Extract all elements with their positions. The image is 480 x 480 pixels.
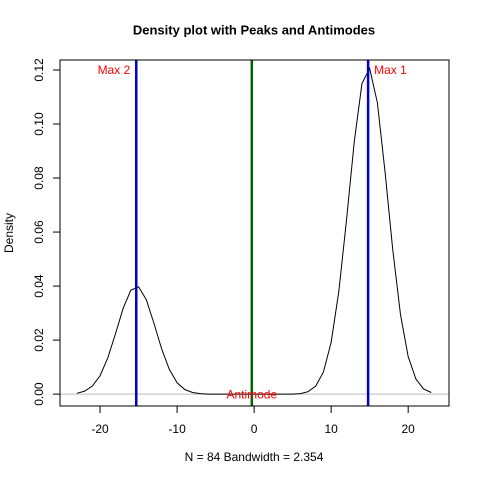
x-tick-label: -10 bbox=[168, 422, 186, 436]
chart-title: Density plot with Peaks and Antimodes bbox=[133, 22, 375, 37]
plot-frame bbox=[59, 59, 450, 407]
marker-label: Max 1 bbox=[374, 63, 407, 77]
x-axis-label: N = 84 Bandwidth = 2.354 bbox=[185, 450, 324, 464]
y-tick-label: 0.12 bbox=[32, 58, 46, 82]
marker-label: Max 2 bbox=[98, 63, 131, 77]
x-tick-label: 10 bbox=[324, 422, 338, 436]
x-tick-label: -20 bbox=[91, 422, 109, 436]
y-tick-label: 0.02 bbox=[32, 328, 46, 352]
x-tick-label: 20 bbox=[401, 422, 415, 436]
y-tick-label: 0.00 bbox=[32, 382, 46, 406]
x-tick-label: 0 bbox=[251, 422, 258, 436]
y-axis-label: Density bbox=[2, 213, 16, 253]
y-tick-label: 0.10 bbox=[32, 112, 46, 136]
y-tick-label: 0.08 bbox=[32, 166, 46, 190]
marker-label: Antimode bbox=[226, 387, 277, 401]
y-tick-label: 0.04 bbox=[32, 274, 46, 298]
y-tick-label: 0.06 bbox=[32, 220, 46, 244]
